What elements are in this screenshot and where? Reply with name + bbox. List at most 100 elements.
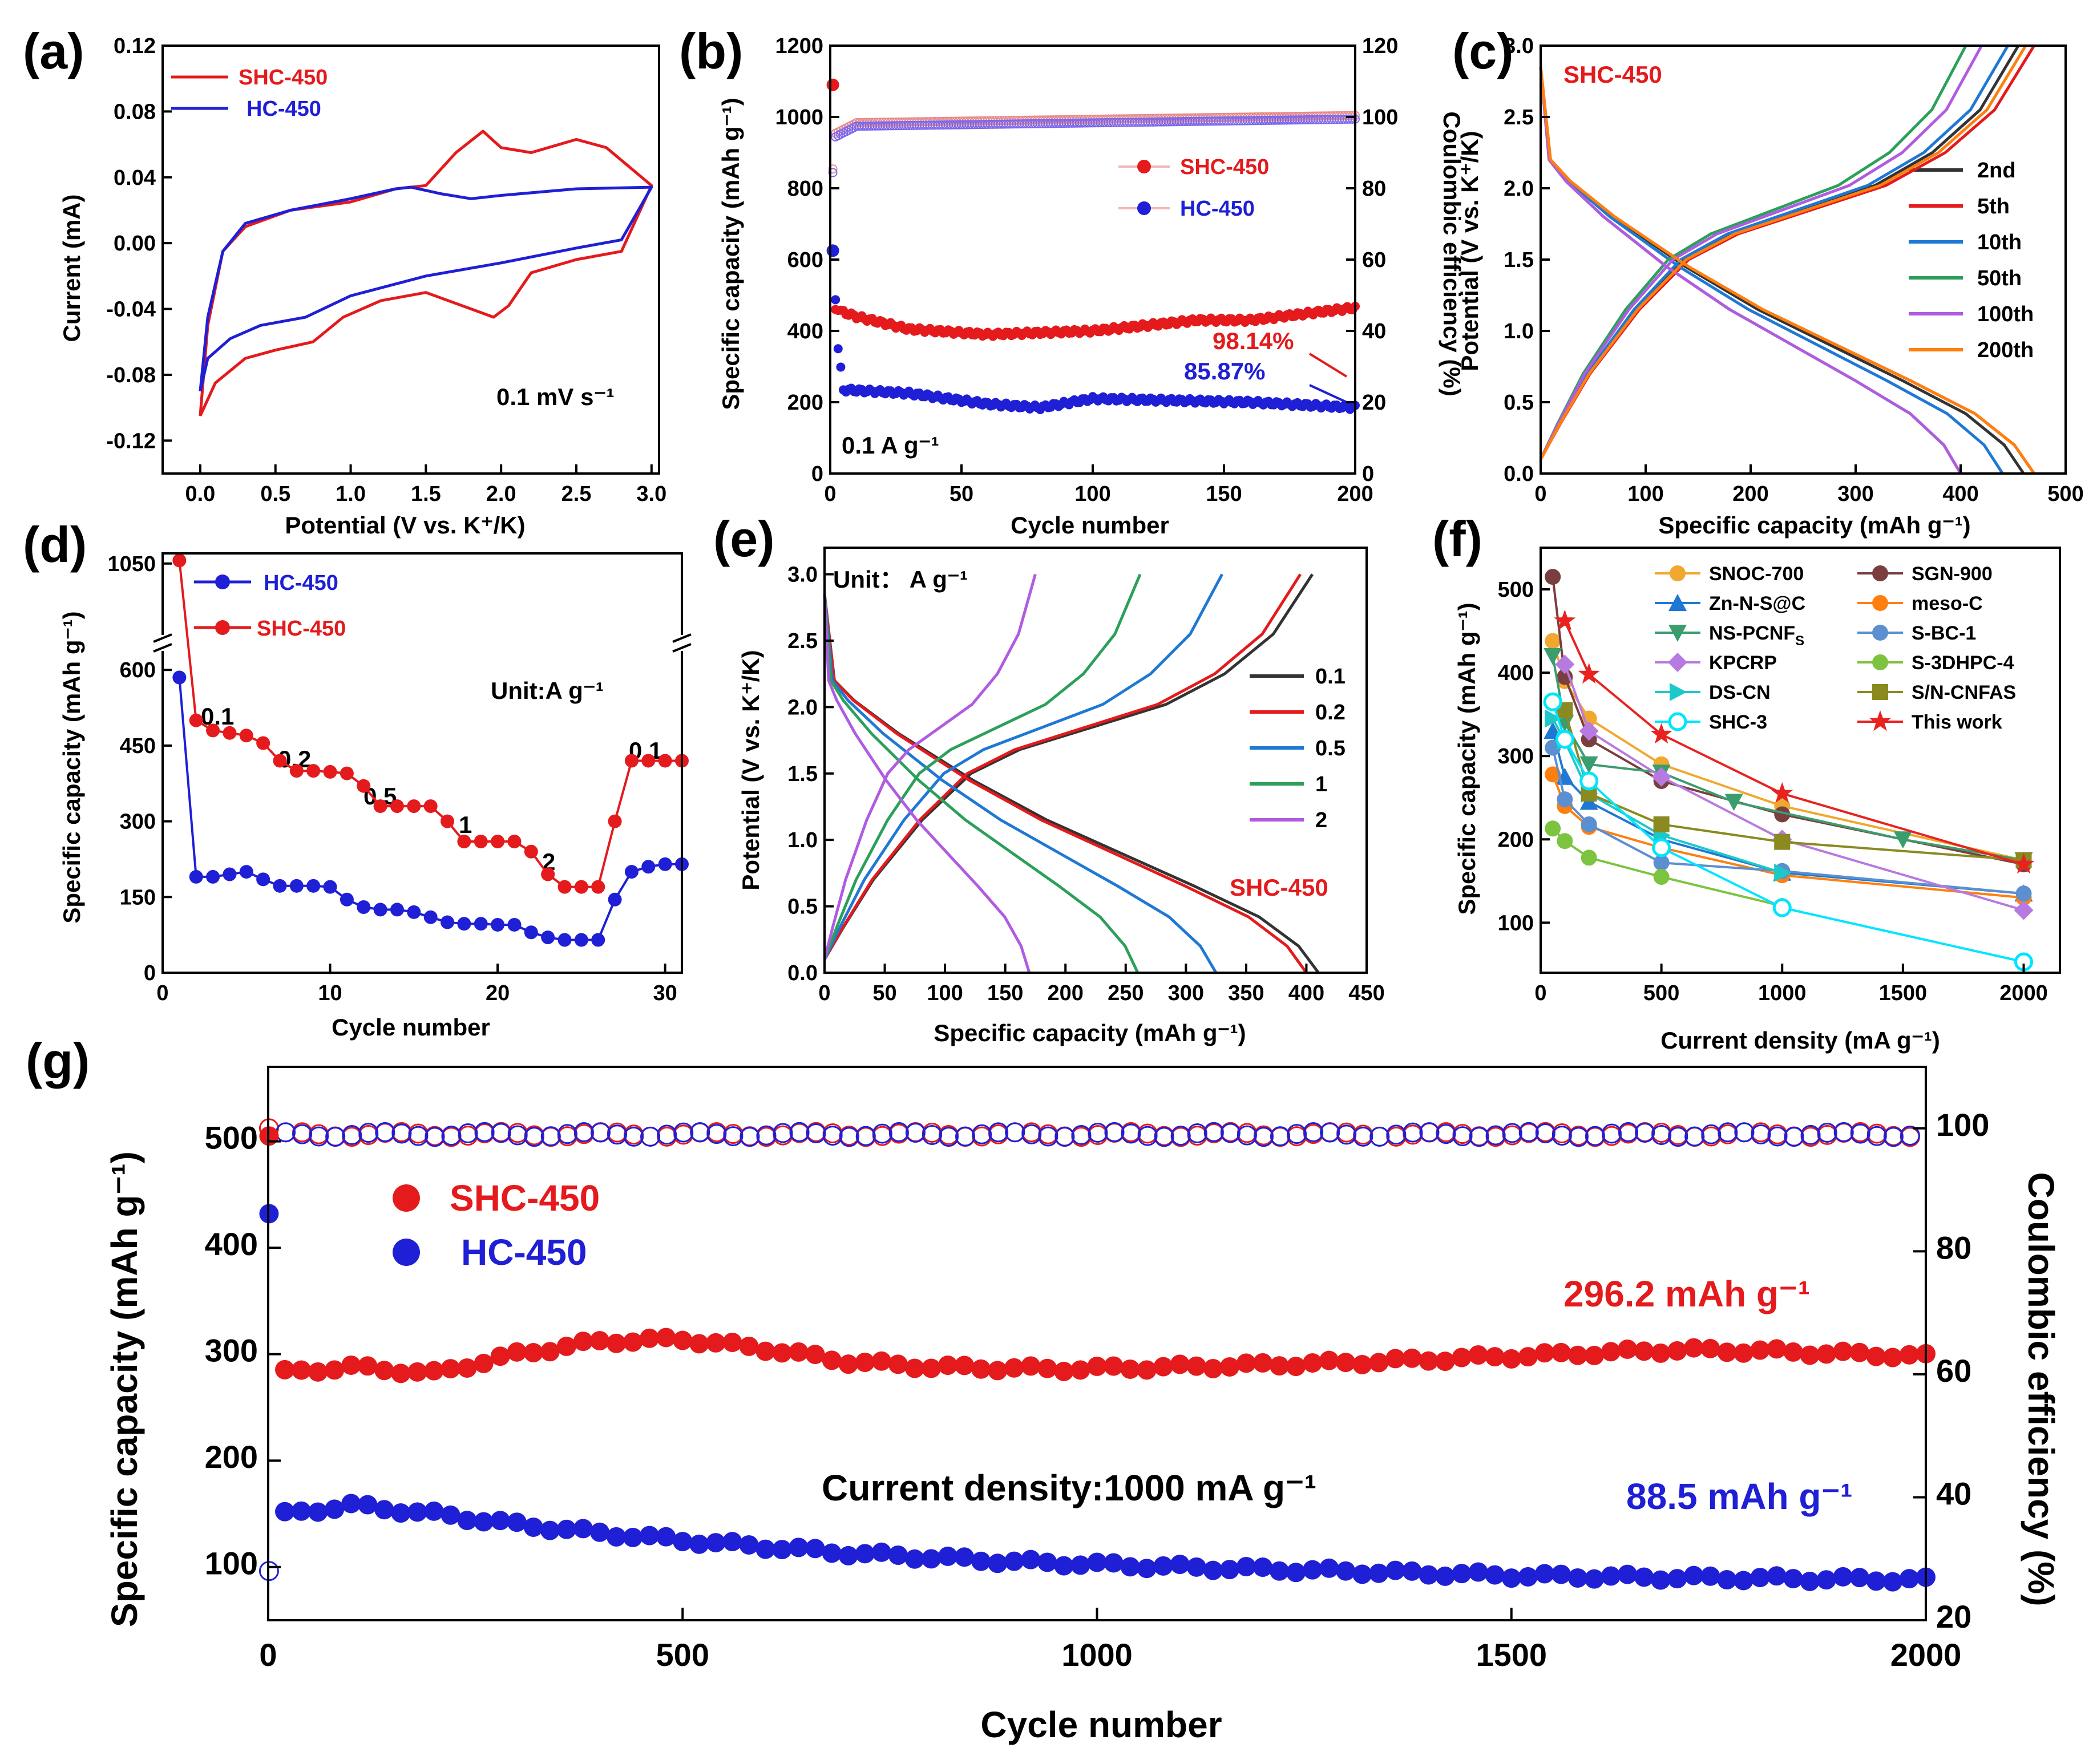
ce-point-g-hc-450 <box>1866 1126 1887 1146</box>
y-tick-label: 0 <box>144 961 156 985</box>
ce-point-g-hc-450 <box>491 1123 511 1143</box>
y-tick-label: 1.5 <box>787 762 818 786</box>
capacity-point-g-shc-450 <box>1468 1345 1488 1365</box>
ce-point-g-hc-450 <box>1187 1123 1207 1143</box>
panel-f-legend: SNOC-700 SGN-900 Zn-N-S@C meso-C NS-PCNFS S-B… <box>1655 563 2016 733</box>
capacity-point-g-hc-450 <box>1651 1570 1671 1590</box>
capacity-point-g-hc-450 <box>1303 1560 1323 1580</box>
capacity-point-g-hc-450 <box>1899 1569 1919 1589</box>
y-tick-label: 0.12 <box>114 34 156 58</box>
panel-g: (g) Specific capacity (mAh g⁻¹) Coulombi… <box>26 1033 2062 1745</box>
panel-g-legend: SHC-450 HC-450 <box>393 1178 600 1273</box>
capacity-point-g-shc-450 <box>1137 1360 1157 1380</box>
capacity-point-g-hc-450 <box>838 1545 858 1565</box>
rate-point-hc-450 <box>457 917 471 931</box>
y2-tick-label: 60 <box>1362 248 1386 272</box>
cv-curve-hc-450 <box>199 185 653 392</box>
ce-point-g-hc-450 <box>1551 1126 1572 1146</box>
capacity-point-g-shc-450 <box>325 1360 345 1380</box>
ce-point-g-hc-450 <box>1353 1126 1373 1147</box>
capacity-point-g-hc-450 <box>623 1527 643 1547</box>
capacity-point-g-shc-450 <box>275 1360 295 1379</box>
ce-point-g-hc-450 <box>955 1126 976 1147</box>
legend-label-rate-0.1: 0.1 <box>1315 665 1346 689</box>
capacity-point-g-hc-450 <box>1054 1556 1074 1576</box>
rate-compare-point-S-3DHPC-4 <box>1581 849 1597 866</box>
capacity-point-g-hc-450 <box>1618 1564 1638 1584</box>
rate-line-shc-450 <box>178 560 682 888</box>
rate-compare-point-DS-CN <box>1774 863 1792 882</box>
x-tick-label: 50 <box>949 482 973 506</box>
x-tick-label: 2.0 <box>486 482 516 506</box>
rate-point-shc-450 <box>541 867 555 881</box>
capacity-point-g-hc-450 <box>1203 1560 1223 1580</box>
capacity-point-g-shc-450 <box>722 1332 742 1352</box>
legend-label-shc-450-b: SHC-450 <box>1180 155 1269 179</box>
x-tick-label: 150 <box>987 981 1023 1005</box>
y-tick-label: 200 <box>1498 828 1534 852</box>
panel-a: (a) Current (mA) Potential (V vs. K⁺/K) … <box>23 23 666 539</box>
capacity-point-g-hc-450 <box>1734 1571 1753 1591</box>
rate-compare-point-This work <box>1771 782 1793 803</box>
ce-point-g-shc-450 <box>939 1124 959 1145</box>
rate-point-shc-450 <box>591 880 605 894</box>
legend-label-shc-450-g: SHC-450 <box>450 1178 600 1219</box>
panel-c: (c) Potential (V vs. K⁺/K) Specific capa… <box>1452 23 2084 539</box>
panel-label-e: (e) <box>713 511 775 567</box>
x-tick-label: 0 <box>1534 482 1546 506</box>
y-tick-label: -0.12 <box>106 429 156 453</box>
ce-point-g-hc-450 <box>1170 1126 1191 1146</box>
y-tick-label: 0.5 <box>787 895 818 919</box>
capacity-point-g-shc-450 <box>1899 1345 1919 1365</box>
rate-point-hc-450 <box>441 915 455 929</box>
capacity-point-g-hc-450 <box>1700 1566 1720 1586</box>
capacity-point-g-shc-450 <box>1186 1356 1206 1376</box>
ce-point-g-hc-450 <box>1734 1122 1755 1143</box>
capacity-point-g-hc-450 <box>474 1512 494 1532</box>
capacity-point-g-shc-450 <box>871 1351 891 1371</box>
rate-point-shc-450 <box>608 814 622 828</box>
capacity-point-g-shc-450 <box>1070 1360 1090 1380</box>
discharge-curve-10th <box>1539 67 2004 475</box>
ce-point-g-hc-450 <box>756 1125 777 1146</box>
capacity-point-g-shc-450 <box>689 1334 709 1354</box>
capacity-point-g-shc-450 <box>474 1353 494 1373</box>
capacity-point-g-shc-450 <box>1717 1342 1737 1362</box>
legend-label-rate-0.2: 0.2 <box>1315 701 1346 725</box>
ce-point-shc-450 <box>828 164 838 174</box>
x-tick-label: 1500 <box>1879 981 1928 1005</box>
y-tick-label: 0.08 <box>114 100 156 124</box>
legend-label-rate-2: 2 <box>1315 808 1327 832</box>
ce-point-g-shc-450 <box>756 1127 777 1147</box>
panel-d-legend: HC-450 SHC-450 <box>194 571 346 641</box>
y-tick-label: 400 <box>205 1226 258 1262</box>
capacity-point-g-hc-450 <box>1551 1564 1571 1584</box>
ce-point-g-hc-450 <box>524 1127 544 1147</box>
legend-label-This work: This work <box>1912 711 2002 733</box>
rate-point-hc-450 <box>608 892 622 907</box>
y-tick-label: 0 <box>811 462 823 486</box>
ce-point-g-hc-450 <box>1602 1123 1622 1144</box>
y-tick-label: 100 <box>1498 911 1534 935</box>
rate-point-hc-450 <box>591 933 605 947</box>
rate-point-hc-450 <box>624 865 639 879</box>
capacity-point-g-hc-450 <box>1767 1566 1787 1586</box>
legend-label-shc-450: SHC-450 <box>239 66 328 90</box>
capacity-point-g-hc-450 <box>739 1535 759 1555</box>
capacity-point-g-shc-450 <box>1419 1351 1439 1371</box>
rate-compare-point-This work <box>1578 663 1600 684</box>
discharge-curve-100th <box>1539 67 1962 475</box>
panel-e-ylabel: Potential (V vs. K⁺/K) <box>737 650 764 890</box>
panel-d-frame <box>161 552 683 974</box>
rate-point-shc-450 <box>256 736 270 750</box>
capacity-point-g-hc-450 <box>1153 1556 1173 1576</box>
capacity-point-g-shc-450 <box>1336 1353 1356 1373</box>
panel-c-legend: 2nd 5th 10th 50th 100th 200th <box>1909 159 2034 362</box>
capacity-point-hc-450 <box>836 362 846 372</box>
panel-b-legend: SHC-450 HC-450 <box>1118 155 1269 221</box>
ce-point-g-shc-450 <box>1071 1127 1092 1147</box>
capacity-point-g-hc-450 <box>789 1538 809 1557</box>
y-tick-label: 0.0 <box>787 961 818 985</box>
capacity-point-g-hc-450 <box>988 1553 1008 1573</box>
